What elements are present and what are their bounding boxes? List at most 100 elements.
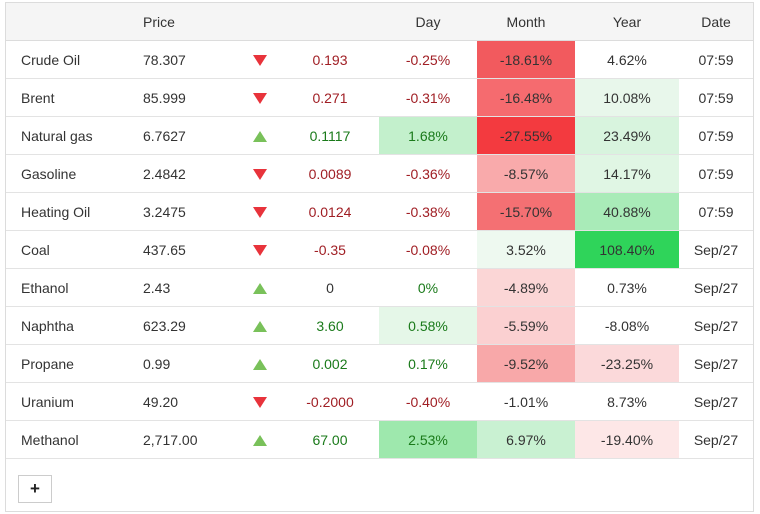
up-arrow-icon [253,321,267,333]
price-cell: 437.65 [135,230,239,269]
price-cell: 2,717.00 [135,420,239,459]
date-cell: 07:59 [679,116,753,155]
direction-cell [239,154,281,193]
month-change-cell: -18.61% [477,40,575,79]
commodity-name-link[interactable]: Uranium [6,382,135,421]
year-change-cell: 23.49% [575,116,679,155]
down-arrow-icon [253,397,267,409]
year-change-cell: -23.25% [575,344,679,383]
commodities-table-panel: Price Day Month Year Date Crude Oil 78.30… [5,2,754,512]
month-change-cell: -8.57% [477,154,575,193]
down-arrow-icon [253,169,267,181]
month-change-cell: -5.59% [477,306,575,345]
day-change-cell: -0.08% [379,230,477,269]
day-change-cell: 0.58% [379,306,477,345]
table-row[interactable]: Methanol 2,717.00 67.00 2.53% 6.97% -19.40% Se… [6,420,753,459]
price-cell: 49.20 [135,382,239,421]
change-cell: 0 [281,268,379,307]
table-row[interactable]: Gasoline 2.4842 0.0089 -0.36% -8.57% 14.17% 07… [6,154,753,193]
day-change-cell: 0% [379,268,477,307]
direction-cell [239,344,281,383]
commodity-name-link[interactable]: Methanol [6,420,135,459]
commodities-table: Price Day Month Year Date Crude Oil 78.30… [6,3,753,459]
commodity-name-link[interactable]: Natural gas [6,116,135,155]
change-cell: 0.002 [281,344,379,383]
price-cell: 2.43 [135,268,239,307]
change-cell: -0.2000 [281,382,379,421]
direction-cell [239,268,281,307]
table-row[interactable]: Natural gas 6.7627 0.1117 1.68% -27.55% 23.49… [6,116,753,155]
day-change-cell: -0.36% [379,154,477,193]
direction-cell [239,420,281,459]
direction-cell [239,116,281,155]
commodity-name-link[interactable]: Gasoline [6,154,135,193]
month-change-cell: -1.01% [477,382,575,421]
commodity-name-link[interactable]: Propane [6,344,135,383]
change-cell: 0.271 [281,78,379,117]
table-row[interactable]: Ethanol 2.43 0 0% -4.89% 0.73% Sep/27 [6,268,753,307]
day-change-cell: 1.68% [379,116,477,155]
table-row[interactable]: Coal 437.65 -0.35 -0.08% 3.52% 108.40% Sep/27 [6,230,753,269]
month-change-cell: -4.89% [477,268,575,307]
down-arrow-icon [253,207,267,219]
header-year[interactable]: Year [575,3,679,41]
year-change-cell: 14.17% [575,154,679,193]
year-change-cell: 10.08% [575,78,679,117]
day-change-cell: 2.53% [379,420,477,459]
month-change-cell: -27.55% [477,116,575,155]
direction-cell [239,192,281,231]
table-row[interactable]: Naphtha 623.29 3.60 0.58% -5.59% -8.08% Sep/27 [6,306,753,345]
price-cell: 85.999 [135,78,239,117]
price-cell: 2.4842 [135,154,239,193]
table-row[interactable]: Crude Oil 78.307 0.193 -0.25% -18.61% 4.62% 07… [6,40,753,79]
table-header-row: Price Day Month Year Date [6,3,753,41]
commodity-name-link[interactable]: Brent [6,78,135,117]
month-change-cell: -15.70% [477,192,575,231]
up-arrow-icon [253,359,267,371]
table-row[interactable]: Heating Oil 3.2475 0.0124 -0.38% -15.70% 40.8… [6,192,753,231]
year-change-cell: 40.88% [575,192,679,231]
price-cell: 3.2475 [135,192,239,231]
table-row[interactable]: Brent 85.999 0.271 -0.31% -16.48% 10.08% 07:59 [6,78,753,117]
year-change-cell: -8.08% [575,306,679,345]
date-cell: 07:59 [679,78,753,117]
month-change-cell: 3.52% [477,230,575,269]
direction-cell [239,40,281,79]
header-day[interactable]: Day [379,3,477,41]
year-change-cell: 4.62% [575,40,679,79]
commodity-name-link[interactable]: Naphtha [6,306,135,345]
date-cell: Sep/27 [679,268,753,307]
up-arrow-icon [253,283,267,295]
add-row-button[interactable]: + [18,475,52,503]
month-change-cell: -16.48% [477,78,575,117]
commodity-name-link[interactable]: Heating Oil [6,192,135,231]
direction-cell [239,78,281,117]
commodity-name-link[interactable]: Coal [6,230,135,269]
direction-cell [239,306,281,345]
day-change-cell: -0.38% [379,192,477,231]
commodity-name-link[interactable]: Crude Oil [6,40,135,79]
header-name [6,3,135,41]
change-cell: 0.0124 [281,192,379,231]
date-cell: Sep/27 [679,382,753,421]
table-row[interactable]: Propane 0.99 0.002 0.17% -9.52% -23.25% Sep/27 [6,344,753,383]
commodity-name-link[interactable]: Ethanol [6,268,135,307]
header-price[interactable]: Price [135,3,239,41]
table-row[interactable]: Uranium 49.20 -0.2000 -0.40% -1.01% 8.73% Sep/… [6,382,753,421]
down-arrow-icon [253,55,267,67]
day-change-cell: 0.17% [379,344,477,383]
day-change-cell: -0.25% [379,40,477,79]
down-arrow-icon [253,245,267,257]
date-cell: Sep/27 [679,420,753,459]
up-arrow-icon [253,131,267,143]
change-cell: 67.00 [281,420,379,459]
date-cell: Sep/27 [679,230,753,269]
day-change-cell: -0.40% [379,382,477,421]
header-month[interactable]: Month [477,3,575,41]
price-cell: 6.7627 [135,116,239,155]
day-change-cell: -0.31% [379,78,477,117]
header-arrow [239,3,281,41]
month-change-cell: 6.97% [477,420,575,459]
header-date[interactable]: Date [679,3,753,41]
price-cell: 623.29 [135,306,239,345]
